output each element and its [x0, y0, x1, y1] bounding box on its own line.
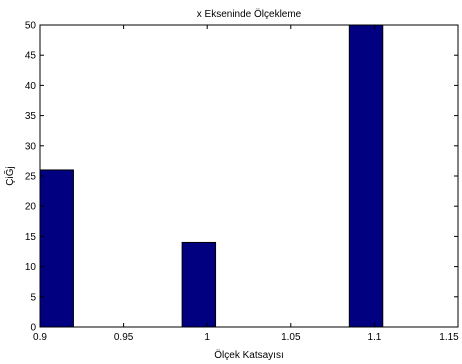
y-tick-label: 0: [30, 323, 36, 334]
y-tick-label: 40: [25, 81, 37, 92]
y-tick-label: 20: [25, 202, 37, 213]
bars: [39, 24, 384, 328]
x-tick-label: 1.1: [367, 332, 381, 343]
bar-2: [181, 241, 217, 328]
x-axis-ticks: 0.9 0.95 1 1.05 1.1 1.15: [33, 25, 459, 343]
y-axis-ticks: 0 5 10 15 20 25 30 35 40 45 50: [25, 21, 458, 334]
plot-area: [39, 24, 459, 328]
y-tick-label: 30: [25, 141, 37, 152]
x-tick-label: 0.9: [33, 332, 47, 343]
y-tick-label: 15: [25, 232, 37, 243]
y-tick-label: 10: [25, 262, 37, 273]
x-tick-label: 1: [204, 332, 210, 343]
y-tick-label: 5: [30, 292, 36, 303]
y-tick-label: 25: [25, 172, 37, 183]
bar-3: [348, 24, 384, 328]
x-tick-label: 1.15: [439, 332, 459, 343]
y-axis-label: ÇiĞj: [3, 166, 16, 185]
x-tick-label: 1.05: [281, 332, 301, 343]
chart-title: x Ekseninde Ölçekleme: [197, 8, 302, 20]
x-tick-label: 0.95: [114, 332, 134, 343]
y-tick-label: 45: [25, 51, 37, 62]
x-axis-label: Ölçek Katsayısı: [214, 349, 283, 361]
y-tick-label: 50: [25, 21, 37, 32]
y-tick-label: 35: [25, 111, 37, 122]
bar-1: [39, 169, 74, 328]
